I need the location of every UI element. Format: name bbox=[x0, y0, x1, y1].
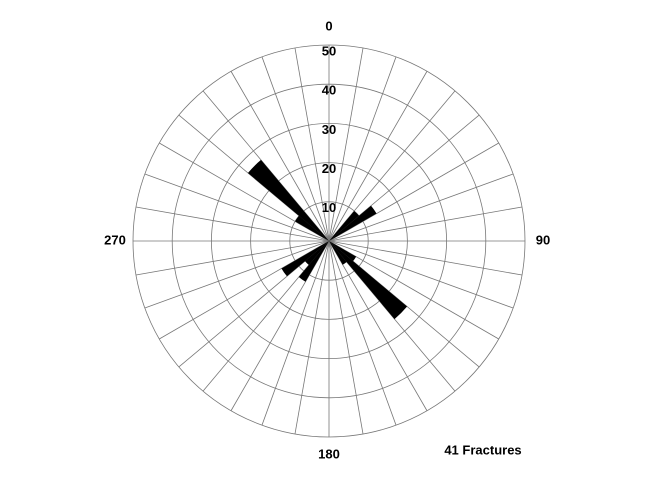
spoke bbox=[261, 56, 330, 242]
ring bbox=[132, 44, 526, 438]
r-tick-label: 40 bbox=[322, 83, 336, 98]
r-tick-label: 10 bbox=[322, 200, 336, 215]
theta-tick-label: 90 bbox=[536, 232, 550, 247]
spoke bbox=[202, 240, 330, 392]
spoke bbox=[230, 71, 330, 242]
spoke bbox=[328, 173, 514, 242]
petal bbox=[298, 241, 329, 282]
spoke bbox=[294, 240, 330, 435]
spoke bbox=[178, 240, 330, 368]
spoke bbox=[328, 240, 514, 309]
petal bbox=[295, 215, 329, 241]
spoke bbox=[328, 206, 523, 242]
ring bbox=[250, 162, 408, 320]
spoke bbox=[328, 240, 499, 340]
petal bbox=[329, 241, 347, 265]
theta-tick-label: 0 bbox=[325, 18, 332, 33]
spoke bbox=[159, 142, 330, 242]
petal bbox=[329, 210, 360, 241]
spoke bbox=[328, 47, 364, 242]
petal bbox=[329, 205, 377, 241]
theta-tick-label: 270 bbox=[104, 232, 126, 247]
spoke bbox=[294, 47, 330, 242]
petal bbox=[329, 241, 357, 262]
spoke bbox=[261, 240, 330, 426]
r-tick-label: 30 bbox=[322, 122, 336, 137]
spoke bbox=[328, 71, 428, 242]
spoke bbox=[144, 173, 330, 242]
ring bbox=[289, 201, 369, 281]
petal bbox=[247, 159, 329, 241]
spoke bbox=[328, 114, 480, 242]
ring bbox=[210, 123, 447, 359]
spoke bbox=[328, 142, 499, 242]
spoke bbox=[328, 56, 397, 242]
spoke bbox=[328, 240, 523, 276]
theta-tick-label: 180 bbox=[318, 446, 340, 461]
spoke bbox=[328, 240, 397, 426]
ring bbox=[171, 83, 487, 399]
spoke bbox=[144, 240, 330, 309]
petal bbox=[329, 241, 408, 320]
spoke bbox=[328, 240, 364, 435]
spoke bbox=[328, 240, 428, 411]
spoke bbox=[135, 206, 330, 242]
petal bbox=[281, 241, 329, 277]
r-tick-label: 20 bbox=[322, 161, 336, 176]
petal bbox=[304, 241, 329, 266]
annotation: 41 Fractures bbox=[444, 442, 521, 457]
spoke bbox=[135, 240, 330, 276]
r-tick-label: 50 bbox=[322, 43, 336, 58]
